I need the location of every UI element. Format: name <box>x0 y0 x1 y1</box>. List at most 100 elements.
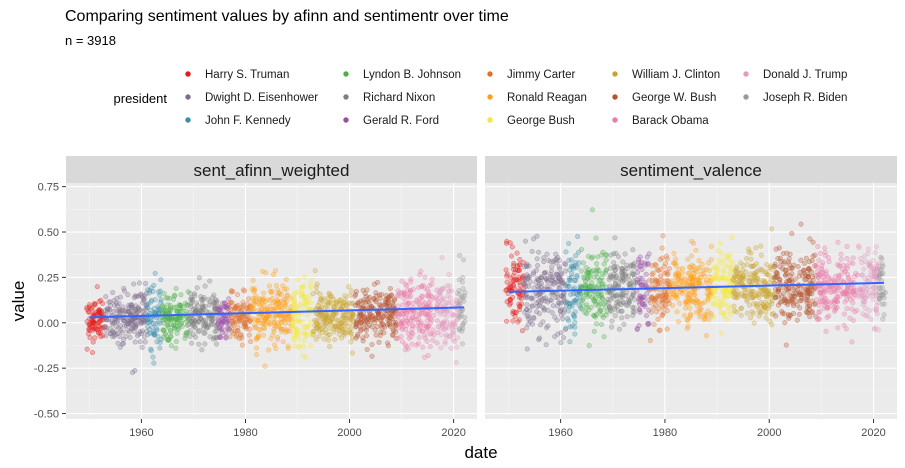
data-point <box>89 349 96 356</box>
data-point <box>196 275 202 281</box>
data-point <box>585 284 591 290</box>
data-point <box>362 315 368 321</box>
data-point <box>188 304 194 310</box>
data-point <box>304 312 311 318</box>
data-point <box>556 264 563 270</box>
data-point <box>782 267 788 273</box>
data-point <box>215 321 221 327</box>
data-point <box>670 260 677 266</box>
data-point <box>355 302 361 308</box>
data-point <box>861 284 867 290</box>
data-point <box>408 334 414 340</box>
data-point <box>731 303 737 309</box>
data-point <box>779 310 786 316</box>
data-point <box>256 320 262 326</box>
data-point <box>581 274 587 280</box>
data-point <box>524 263 530 269</box>
data-point <box>87 335 93 341</box>
data-point <box>239 342 245 348</box>
data-point <box>111 308 117 314</box>
data-point <box>564 281 570 287</box>
data-point <box>880 316 886 322</box>
data-point <box>360 338 366 344</box>
data-point <box>373 332 379 338</box>
data-point <box>766 305 772 311</box>
data-point <box>734 266 740 272</box>
data-point <box>235 328 241 334</box>
data-point <box>766 293 773 299</box>
data-point <box>309 277 315 283</box>
data-point <box>456 291 462 297</box>
data-point <box>187 333 193 339</box>
data-point <box>844 243 850 250</box>
data-point <box>303 333 309 339</box>
data-point <box>591 313 597 319</box>
data-point <box>536 337 542 343</box>
data-point <box>809 274 816 280</box>
data-point <box>128 317 134 323</box>
data-point <box>782 296 788 302</box>
data-point <box>544 284 550 290</box>
data-point <box>207 302 213 308</box>
data-point <box>804 287 810 293</box>
data-point <box>643 313 650 319</box>
data-point <box>258 327 264 333</box>
data-point <box>327 325 333 331</box>
data-point <box>434 318 440 324</box>
data-point <box>858 256 864 262</box>
data-point <box>782 320 788 326</box>
data-point <box>828 276 834 282</box>
data-point <box>205 322 211 328</box>
data-point <box>91 300 98 306</box>
data-point <box>301 304 307 310</box>
data-point <box>434 340 440 346</box>
data-point <box>835 325 841 331</box>
data-point <box>865 246 872 252</box>
legend-item: Dwight D. Eisenhower <box>185 92 318 104</box>
data-point <box>183 332 189 339</box>
data-point <box>452 338 458 344</box>
data-point <box>783 272 789 278</box>
data-point <box>194 303 201 309</box>
data-point <box>603 267 609 273</box>
data-point <box>301 292 307 298</box>
data-point <box>744 310 750 316</box>
data-point <box>504 318 510 324</box>
data-point <box>642 260 648 266</box>
data-point <box>270 307 276 313</box>
data-point <box>538 275 544 281</box>
data-point <box>307 282 313 288</box>
data-point <box>683 299 689 305</box>
data-point <box>323 330 329 336</box>
data-point <box>260 268 266 274</box>
data-point <box>276 289 282 296</box>
data-point <box>220 300 226 306</box>
data-point <box>427 331 433 337</box>
data-point <box>151 360 157 366</box>
data-point <box>177 302 183 308</box>
data-point <box>723 289 729 295</box>
data-point <box>744 255 750 262</box>
data-point <box>246 332 252 338</box>
data-point <box>542 295 549 301</box>
data-point <box>167 307 173 313</box>
data-point <box>576 302 582 308</box>
data-point <box>735 279 741 285</box>
x-axis-title: date <box>464 443 497 462</box>
data-point <box>291 343 297 349</box>
data-point <box>523 307 530 313</box>
data-point <box>539 284 545 291</box>
data-point <box>374 279 381 285</box>
data-point <box>507 297 513 303</box>
data-point <box>849 306 855 312</box>
data-point <box>579 306 585 312</box>
data-point <box>529 295 535 301</box>
data-point <box>718 251 724 257</box>
data-point <box>189 340 195 346</box>
data-point <box>419 283 425 289</box>
data-point <box>86 309 92 315</box>
data-point <box>580 260 586 266</box>
data-point <box>773 269 779 275</box>
data-point <box>685 316 691 322</box>
data-point <box>158 277 164 283</box>
